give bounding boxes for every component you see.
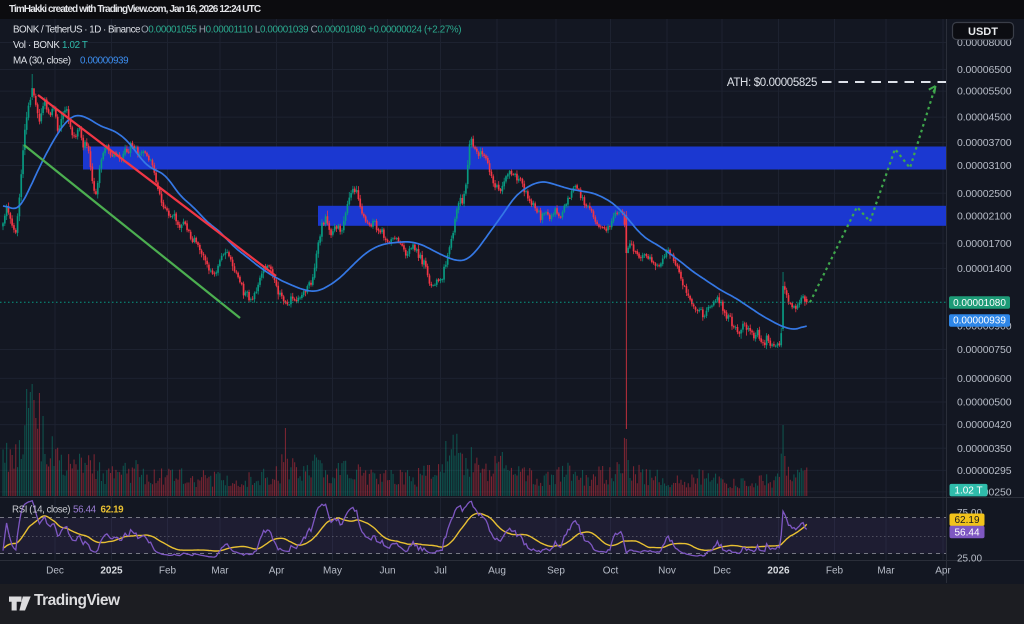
svg-text:0.00004500: 0.00004500: [957, 112, 1012, 124]
svg-text:Mar: Mar: [877, 566, 895, 577]
svg-text:0.00006500: 0.00006500: [957, 64, 1012, 76]
svg-text:May: May: [323, 566, 342, 577]
svg-text:Jul: Jul: [434, 566, 447, 577]
svg-text:25.00: 25.00: [957, 554, 982, 565]
svg-text:Nov: Nov: [658, 566, 676, 577]
svg-text:Apr: Apr: [269, 566, 285, 577]
svg-text:Apr: Apr: [935, 566, 951, 577]
svg-text:2025: 2025: [100, 566, 123, 577]
svg-text:0.00000500: 0.00000500: [957, 397, 1012, 409]
svg-text:0.00000350: 0.00000350: [957, 443, 1012, 455]
svg-text:Aug: Aug: [488, 566, 506, 577]
svg-text:1.02 T: 1.02 T: [954, 486, 982, 497]
svg-text:0.00001080: 0.00001080: [953, 298, 1006, 309]
svg-text:0.00002500: 0.00002500: [957, 188, 1012, 200]
svg-text:0.00003700: 0.00003700: [957, 137, 1012, 149]
svg-text:Feb: Feb: [159, 566, 177, 577]
svg-text:BONK / TetherUS · 1D · Binance: BONK / TetherUS · 1D · Binance: [13, 25, 141, 36]
svg-text:56.44: 56.44: [954, 528, 979, 539]
svg-text:62.19: 62.19: [954, 515, 979, 526]
svg-text:O0.00001055 H0.00001110 L0.000: O0.00001055 H0.00001110 L0.00001039 C0.0…: [141, 25, 461, 36]
svg-text:0.00000750: 0.00000750: [957, 344, 1012, 356]
svg-text:0.00000600: 0.00000600: [957, 373, 1012, 385]
svg-text:56.44: 56.44: [73, 505, 97, 516]
svg-text:ATH: $0.00005825: ATH: $0.00005825: [727, 77, 817, 89]
svg-text:0.00005500: 0.00005500: [957, 86, 1012, 98]
svg-text:Sep: Sep: [547, 566, 565, 577]
svg-text:Dec: Dec: [46, 566, 64, 577]
svg-text:USDT: USDT: [968, 26, 998, 38]
svg-text:0.00003100: 0.00003100: [957, 160, 1012, 172]
svg-text:Oct: Oct: [603, 566, 619, 577]
svg-text:MA (30, close): MA (30, close): [13, 56, 71, 67]
svg-text:Vol · BONK: Vol · BONK: [13, 40, 60, 51]
svg-text:Jun: Jun: [379, 566, 395, 577]
svg-text:1.02 T: 1.02 T: [62, 40, 88, 51]
svg-text:RSI (14, close): RSI (14, close): [12, 505, 70, 516]
svg-text:Mar: Mar: [211, 566, 229, 577]
svg-text:62.19: 62.19: [101, 505, 125, 516]
svg-text:0.00000295: 0.00000295: [957, 465, 1012, 477]
svg-text:0.00000939: 0.00000939: [953, 316, 1006, 327]
svg-text:Dec: Dec: [713, 566, 731, 577]
svg-text:2026: 2026: [767, 566, 790, 577]
svg-text:0.00002100: 0.00002100: [957, 211, 1012, 223]
svg-text:0.00001400: 0.00001400: [957, 263, 1012, 275]
svg-text:0.00000939: 0.00000939: [80, 56, 128, 67]
svg-text:0.00001700: 0.00001700: [957, 238, 1012, 250]
svg-text:0.00000420: 0.00000420: [957, 419, 1012, 431]
svg-text:Feb: Feb: [826, 566, 844, 577]
